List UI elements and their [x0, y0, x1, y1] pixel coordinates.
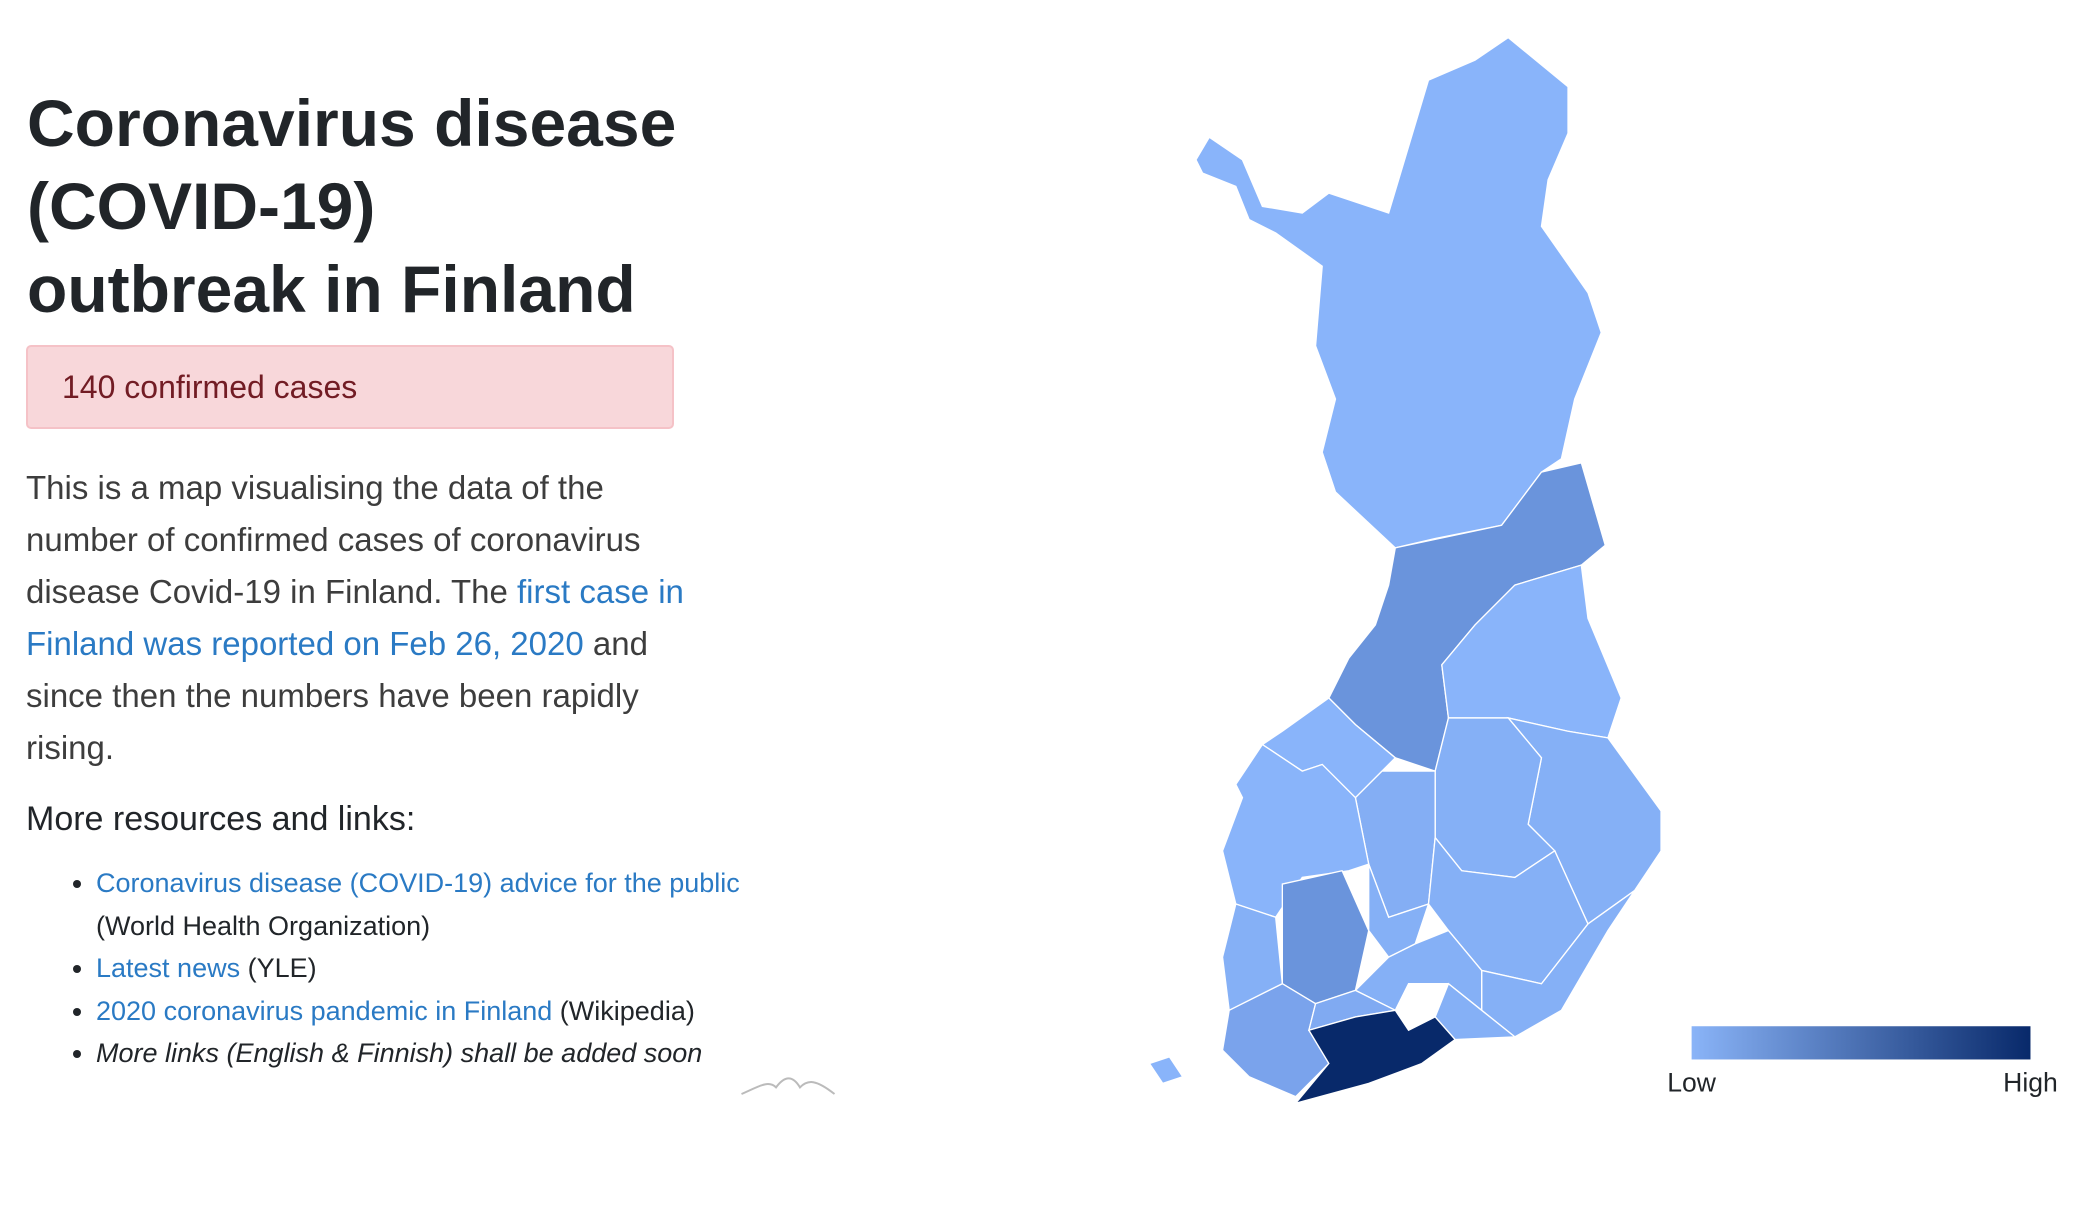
title-line: (COVID-19) [27, 169, 376, 243]
regions [1148, 36, 1662, 1105]
title-line: outbreak in Finland [27, 252, 636, 326]
legend-low: Low [1667, 1067, 1717, 1097]
loading-icon [741, 1077, 836, 1095]
resource-item: Latest news (YLE) [96, 947, 756, 990]
resource-source: (World Health Organization) [96, 910, 431, 941]
resource-item: More links (English & Finnish) shall be … [96, 1032, 756, 1075]
region[interactable] [1148, 1056, 1184, 1085]
region[interactable] [1281, 870, 1370, 1005]
case-count-alert: 140 confirmed cases [26, 345, 674, 429]
intro-after: and since then the numbers have been rap… [26, 625, 648, 766]
page-title: Coronavirus disease (COVID-19) outbreak … [27, 82, 747, 331]
resource-source: (YLE) [247, 953, 317, 983]
resource-link[interactable]: Latest news [96, 953, 241, 983]
region[interactable] [1221, 743, 1370, 919]
region[interactable] [1293, 1009, 1457, 1105]
resources-heading: More resources and links: [26, 800, 416, 838]
resource-link[interactable]: Coronavirus disease (COVID-19) advice fo… [96, 868, 740, 898]
region[interactable] [1434, 982, 1517, 1041]
title-line: Coronavirus disease [27, 86, 677, 160]
intro-before: This is a map visualising the data of th… [26, 469, 641, 610]
resource-item: 2020 coronavirus pandemic in Finland (Wi… [96, 990, 756, 1033]
resources-list: Coronavirus disease (COVID-19) advice fo… [26, 862, 756, 1075]
region[interactable] [1195, 36, 1602, 549]
intro-link[interactable]: first case in Finland was reported on Fe… [26, 573, 684, 662]
region[interactable] [1354, 770, 1436, 919]
resource-item: Coronavirus disease (COVID-19) advice fo… [96, 862, 756, 947]
resource-source: (Wikipedia) [559, 995, 695, 1026]
legend-high: High [2003, 1067, 2058, 1097]
intro-text: This is a map visualising the data of th… [26, 462, 686, 774]
resource-link[interactable]: 2020 coronavirus pandemic in Finland [96, 995, 553, 1026]
resource-note: More links (English & Finnish) shall be … [96, 1038, 703, 1068]
legend-gradient [1691, 1026, 2031, 1060]
